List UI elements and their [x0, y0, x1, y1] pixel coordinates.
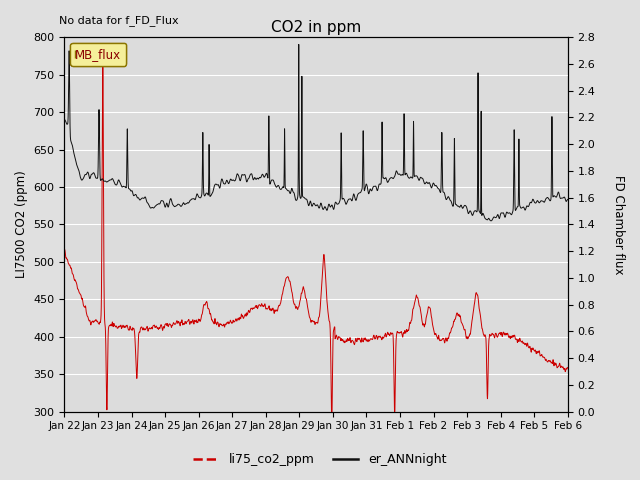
Y-axis label: LI7500 CO2 (ppm): LI7500 CO2 (ppm): [15, 170, 28, 278]
Legend: li75_co2_ppm, er_ANNnight: li75_co2_ppm, er_ANNnight: [188, 448, 452, 471]
Y-axis label: FD Chamber flux: FD Chamber flux: [612, 175, 625, 274]
Text: No data for f_FD_Flux: No data for f_FD_Flux: [60, 15, 179, 25]
Title: CO2 in ppm: CO2 in ppm: [271, 20, 361, 35]
Legend: MB_flux: MB_flux: [70, 43, 126, 66]
